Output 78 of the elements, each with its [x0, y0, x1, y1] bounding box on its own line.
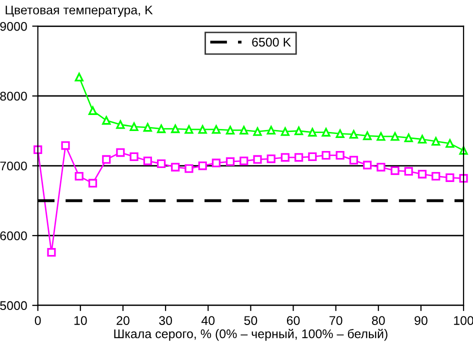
point [432, 137, 440, 146]
y-tick-label: 8000 [0, 92, 27, 101]
point [171, 124, 180, 134]
y-tick-label: 9000 [0, 22, 27, 31]
point [363, 160, 372, 170]
point [336, 151, 344, 160]
point [308, 152, 317, 162]
point [418, 134, 427, 144]
point [130, 122, 138, 131]
point [116, 148, 125, 157]
point [74, 72, 84, 82]
point [266, 154, 276, 164]
point [280, 127, 290, 136]
point [390, 166, 400, 175]
point [156, 159, 166, 168]
point [322, 128, 330, 137]
x-tick-label: 20 [116, 316, 130, 325]
x-tick-label: 40 [201, 316, 215, 325]
x-tick-label: 50 [244, 316, 258, 325]
y-tick-label: 6000 [0, 231, 27, 240]
point [143, 123, 152, 132]
point [418, 170, 427, 178]
x-tick-label: 100 [454, 316, 473, 325]
legend-label: 6500 K [252, 38, 291, 47]
x-tick-label: 0 [34, 316, 41, 325]
point [47, 248, 56, 257]
point [74, 172, 84, 181]
y-tick-label: 7000 [0, 162, 27, 170]
point [280, 153, 290, 162]
point [446, 139, 454, 148]
point [294, 153, 304, 162]
point [143, 156, 152, 166]
x-tick-label: 90 [414, 316, 428, 325]
point [130, 152, 138, 162]
point [390, 132, 400, 141]
point [404, 134, 413, 142]
point [184, 125, 194, 134]
point [184, 164, 194, 173]
point [432, 172, 440, 181]
point [226, 157, 235, 166]
point [349, 156, 358, 164]
point [102, 116, 111, 125]
point [336, 129, 344, 138]
point [198, 161, 207, 170]
point [322, 151, 330, 160]
y-axis-title: Цветовая температура, K [6, 6, 153, 17]
point [88, 106, 98, 115]
point [363, 131, 372, 140]
point [61, 141, 70, 150]
x-tick-label: 70 [330, 316, 342, 325]
point [171, 162, 180, 172]
point [376, 132, 386, 141]
point [212, 158, 221, 168]
point [446, 173, 454, 182]
point [376, 162, 386, 172]
point [116, 120, 125, 129]
point [404, 167, 413, 176]
x-tick-label: 80 [372, 316, 385, 325]
point [253, 127, 262, 136]
point [226, 126, 235, 134]
x-axis-title: Шкала серого, % (0% – черный, 100% – белый) [114, 328, 388, 341]
point [240, 126, 248, 134]
point [198, 125, 207, 134]
point [253, 155, 262, 164]
point [88, 178, 98, 188]
point [294, 126, 304, 136]
point [212, 125, 221, 134]
point [266, 126, 276, 134]
point [349, 130, 358, 139]
point [459, 174, 468, 183]
point [102, 155, 111, 164]
point [240, 156, 248, 166]
x-tick-label: 60 [286, 316, 300, 325]
y-tick-label: 5000 [0, 301, 27, 310]
x-tick-label: 30 [159, 316, 172, 325]
point [156, 124, 166, 134]
x-tick-label: 10 [74, 316, 87, 325]
point [308, 128, 317, 137]
